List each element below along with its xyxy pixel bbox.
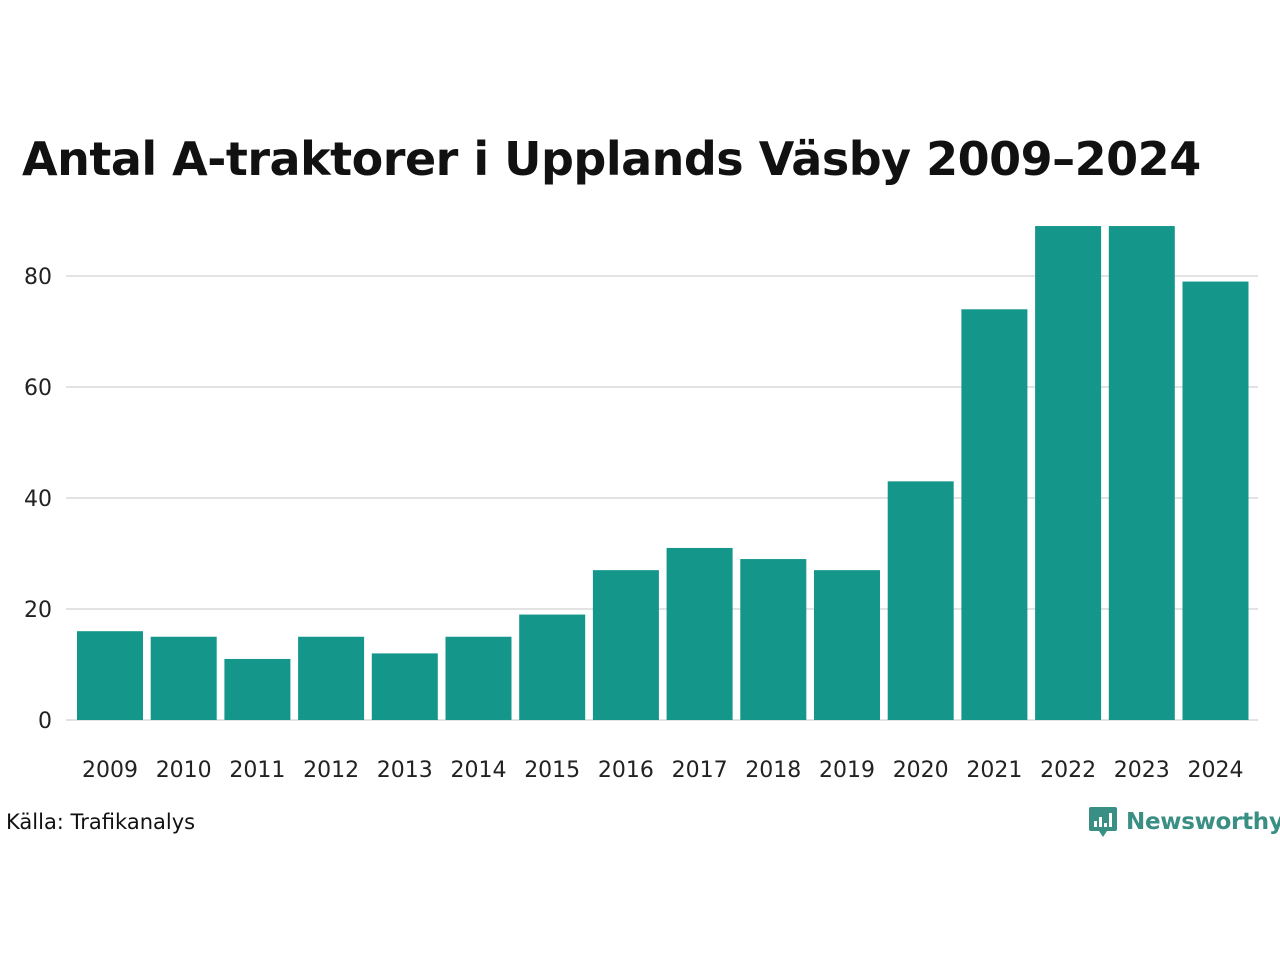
bar-2014: [445, 636, 512, 720]
x-tick-label: 2020: [893, 758, 949, 783]
x-tick-label: 2018: [745, 758, 801, 783]
bar-2024: [1182, 281, 1249, 720]
bar-2009: [77, 631, 143, 720]
bar-2022: [1035, 226, 1102, 721]
brand-name: Newsworthy: [1126, 809, 1280, 835]
y-tick-label: 60: [24, 376, 52, 401]
bar-2015: [519, 614, 586, 720]
x-tick-label: 2011: [229, 758, 285, 783]
x-tick-label: 2010: [156, 758, 212, 783]
bar-2018: [740, 559, 807, 720]
y-axis-ticks: 0 20 40 60 80: [24, 265, 52, 734]
bar-2021: [961, 309, 1028, 720]
bar-2013: [371, 653, 438, 720]
x-tick-label: 2024: [1188, 758, 1244, 783]
y-tick-label: 40: [24, 487, 52, 512]
x-tick-label: 2017: [672, 758, 728, 783]
bar-2020: [887, 481, 954, 720]
x-tick-label: 2009: [82, 758, 138, 783]
newsworthy-logo-icon: [1089, 807, 1117, 837]
source-note: Källa: Trafikanalys: [6, 810, 196, 834]
y-tick-label: 80: [24, 265, 52, 290]
brand-logo: Newsworthy: [1088, 805, 1280, 839]
x-tick-label: 2013: [377, 758, 433, 783]
bar-2011: [224, 658, 291, 720]
x-tick-label: 2012: [303, 758, 359, 783]
x-tick-label: 2014: [451, 758, 507, 783]
bar-2016: [592, 570, 659, 720]
bar-2023: [1108, 226, 1175, 721]
x-tick-label: 2019: [819, 758, 875, 783]
x-tick-label: 2016: [598, 758, 654, 783]
bar-2017: [666, 547, 733, 720]
x-tick-label: 2022: [1040, 758, 1096, 783]
bar-2010: [150, 636, 217, 720]
y-tick-label: 20: [24, 598, 52, 623]
x-axis-ticks: 2009 2010 2011 2012 2013 2014 2015 2016 2017 2018…: [82, 758, 1244, 783]
bars: [77, 226, 1249, 721]
y-tick-label: 0: [38, 709, 52, 734]
bar-2012: [298, 636, 365, 720]
x-tick-label: 2015: [524, 758, 580, 783]
x-tick-label: 2021: [966, 758, 1022, 783]
chart-title: Antal A-traktorer i Upplands Väsby 2009–…: [22, 132, 1201, 186]
bar-2019: [814, 570, 880, 720]
x-tick-label: 2023: [1114, 758, 1170, 783]
